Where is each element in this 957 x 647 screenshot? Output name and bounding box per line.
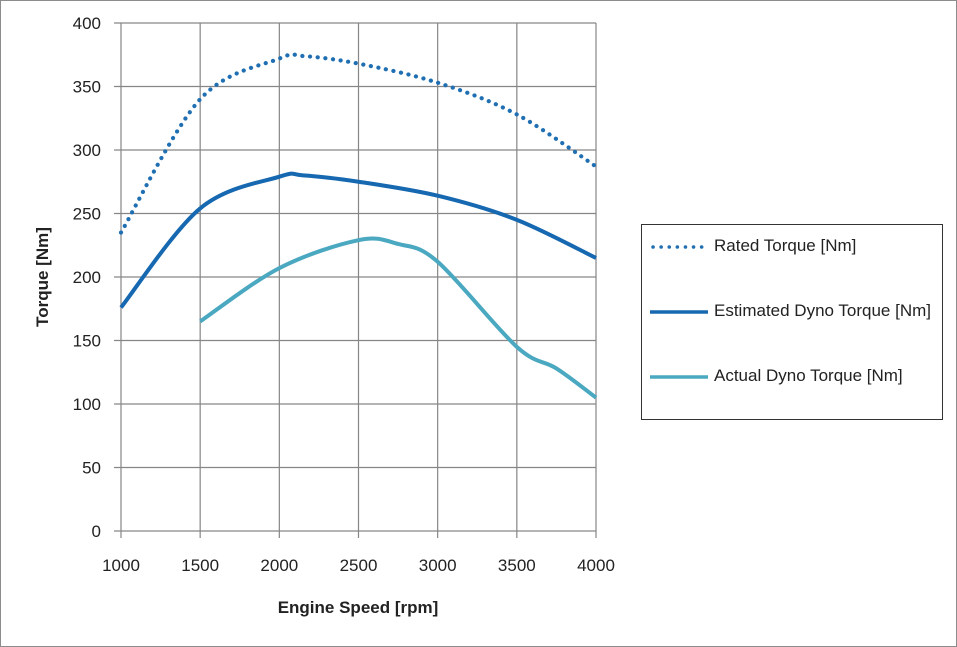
x-tick-label: 2000 (260, 556, 298, 575)
y-tick-label: 200 (73, 268, 101, 287)
x-tick-label: 3500 (498, 556, 536, 575)
legend: Rated Torque [Nm] Estimated Dyno Torque … (641, 224, 943, 420)
x-tick-label: 1000 (102, 556, 140, 575)
y-tick-label: 0 (92, 522, 101, 541)
y-tick-label: 100 (73, 395, 101, 414)
y-tick-label: 250 (73, 205, 101, 224)
legend-swatch-solid (650, 367, 708, 387)
legend-swatch-solid (650, 302, 708, 322)
x-tick-label: 3000 (419, 556, 457, 575)
x-tick-label: 4000 (577, 556, 615, 575)
y-tick-label: 400 (73, 14, 101, 33)
series-estimated-dyno-torque (119, 171, 597, 309)
y-tick-label: 350 (73, 78, 101, 97)
y-tick-label: 150 (73, 332, 101, 351)
series-rated-torque (118, 52, 599, 235)
legend-label: Actual Dyno Torque [Nm] (714, 366, 903, 385)
axis-ticks: 0 50 100 150 200 250 300 350 400 1000 1500 2000 2500… (73, 14, 615, 575)
legend-label: Rated Torque [Nm] (714, 236, 857, 255)
x-tick-label: 2500 (340, 556, 378, 575)
y-tick-label: 300 (73, 141, 101, 160)
legend-label: Estimated Dyno Torque [Nm] (714, 301, 931, 320)
legend-item-rated: Rated Torque [Nm] (650, 236, 939, 259)
series-lines (118, 52, 599, 400)
legend-swatch-dotted (650, 237, 708, 257)
legend-item-estimated: Estimated Dyno Torque [Nm] (650, 301, 939, 324)
grid (114, 22, 597, 538)
x-axis-title: Engine Speed [rpm] (278, 598, 439, 617)
legend-item-actual: Actual Dyno Torque [Nm] (650, 366, 939, 389)
series-actual-dyno-torque (199, 236, 598, 400)
x-tick-label: 1500 (181, 556, 219, 575)
y-axis-title: Torque [Nm] (33, 227, 52, 327)
y-tick-label: 50 (82, 459, 101, 478)
